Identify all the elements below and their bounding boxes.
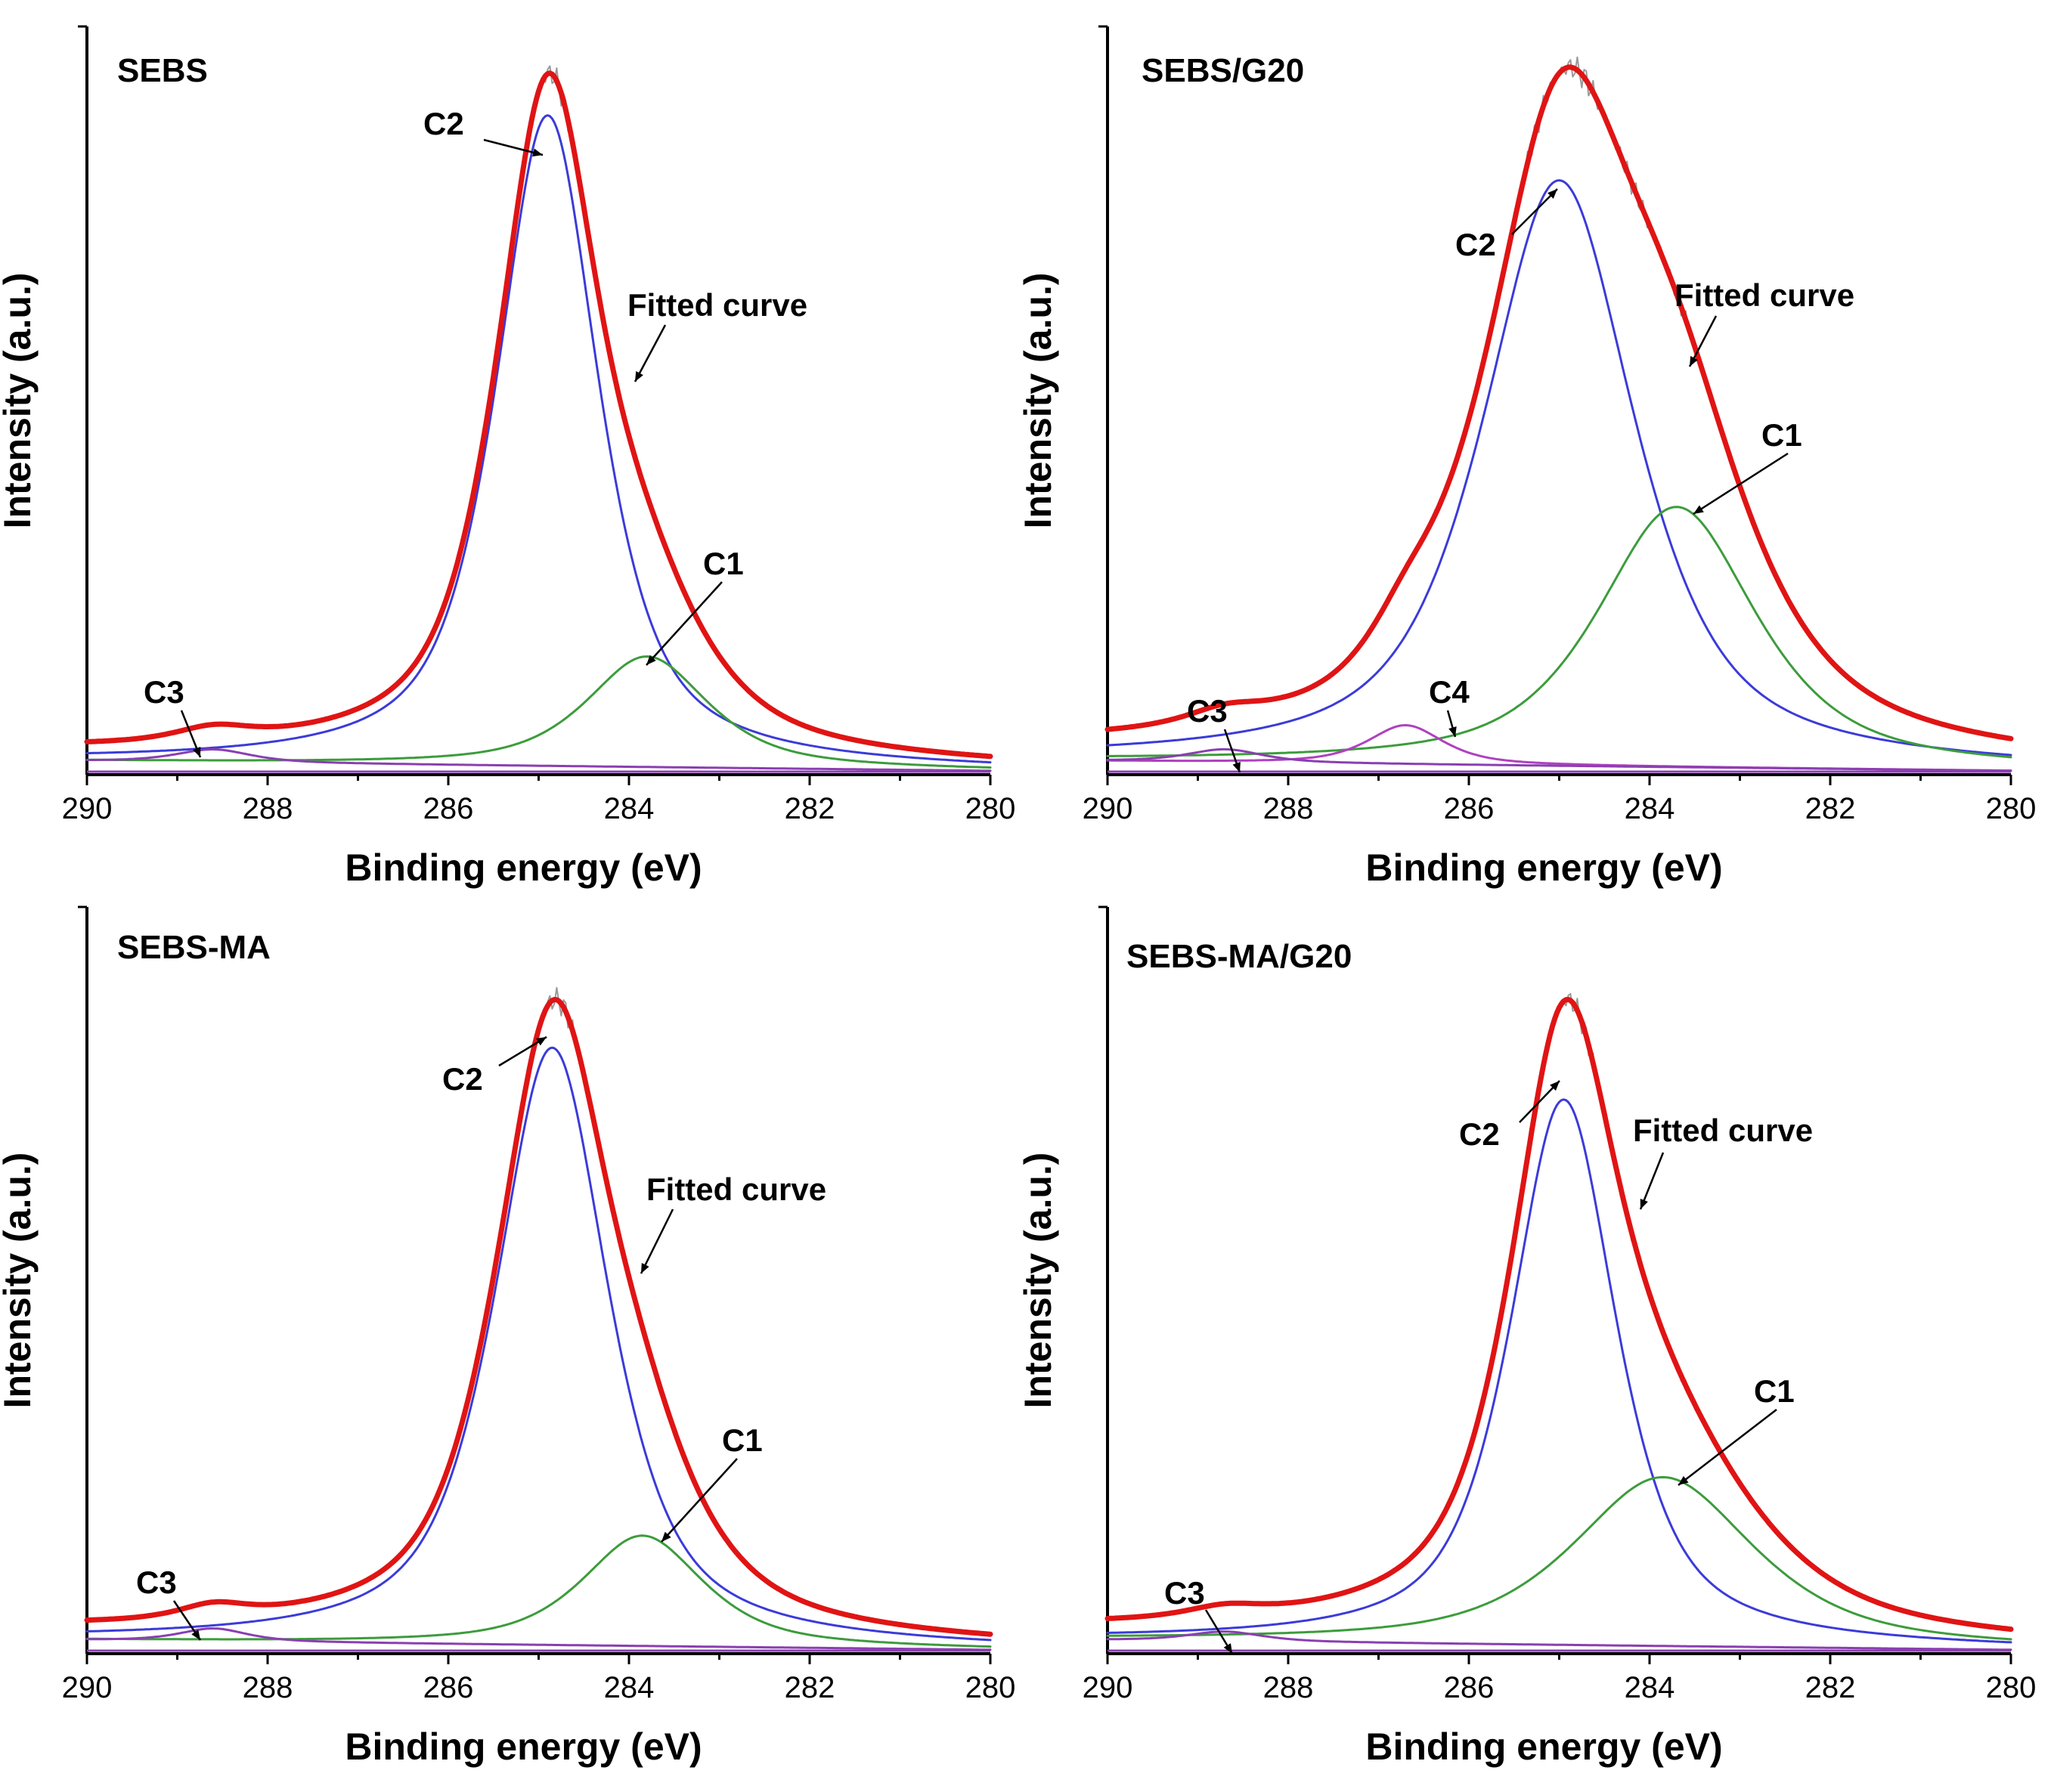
x-axis-title: Binding energy (eV) [1365,846,1722,889]
annotation-label: C1 [1761,417,1802,453]
component-c3-line [85,1627,992,1651]
annotation-label: C2 [1459,1116,1500,1152]
component-c2-line [85,1046,992,1642]
x-tick-label: 280 [1986,792,2037,825]
component-c1-line [1106,1476,2012,1641]
panel-title: SEBS-MA [117,929,271,966]
fitted-curve-line [1104,996,2014,1633]
annotation-label: Fitted curve [646,1171,826,1207]
annotation-arrowhead [1448,726,1457,737]
annotation-leader-line [634,324,667,382]
annotation-leader-line [1678,1409,1777,1486]
x-tick-label: 290 [1083,792,1133,825]
panel-title: SEBS-MA/G20 [1126,938,1352,975]
annotation-leader-line [483,138,544,156]
annotation-label: C4 [1429,674,1470,710]
x-tick-label: 286 [423,792,474,825]
annotation-leader-line [640,1209,674,1274]
panel-title: SEBS [117,52,208,89]
annotation-label: Fitted curve [1633,1113,1813,1148]
annotation-arrowhead [661,1531,671,1542]
xps-panel-2: 290 288 286 284 282 280 Binding energy (eV) Int… [1017,25,2037,889]
annotation-label: Fitted curve [627,287,807,323]
x-tick-label: 288 [243,1671,293,1704]
annotation-label: C1 [722,1422,763,1458]
x-tick-label: 290 [1083,1671,1133,1704]
annotation-label: C3 [1187,693,1228,729]
xps-panel-3: 290 288 286 284 282 280 Binding energy (eV) Int… [0,905,1016,1768]
y-axis-title: Intensity (a.u.) [1017,273,1059,529]
x-tick-label: 280 [965,792,1016,825]
annotation-arrowhead [191,1630,200,1640]
x-tick-label: 286 [1444,1671,1495,1704]
x-tick-label: 282 [1805,792,1856,825]
annotation-label: C2 [423,106,464,141]
annotation-arrowhead [193,747,201,757]
x-tick-label: 284 [1625,1671,1675,1704]
annotation-label: C2 [1455,227,1496,262]
annotation-label: Fitted curve [1674,277,1854,313]
annotation-leader-line [1511,188,1558,235]
annotation-arrowhead [641,1263,649,1274]
component-c2-line [1106,179,2012,757]
x-tick-label: 290 [62,1671,113,1704]
component-c3-line [1106,1630,2012,1651]
x-tick-label: 284 [1625,792,1675,825]
x-axis-title: Binding energy (eV) [345,846,702,889]
annotation-arrowhead [1232,762,1241,772]
x-tick-label: 280 [1986,1671,2037,1704]
x-axis-title: Binding energy (eV) [1365,1725,1722,1768]
fitted-curve-line [84,70,993,760]
x-tick-label: 288 [1263,1671,1314,1704]
xps-panel-4: 290 288 286 284 282 280 Binding energy (eV) Int… [1017,905,2037,1768]
x-tick-label: 286 [1444,792,1495,825]
annotation-arrowhead [1690,356,1698,367]
annotation-arrowhead [1547,189,1557,199]
x-tick-label: 290 [62,792,113,825]
annotation-arrowhead [1550,1081,1560,1091]
component-c3-line [1106,747,2012,772]
annotation-leader-line [1693,452,1789,515]
annotation-label: C1 [1754,1373,1795,1409]
x-tick-label: 284 [604,792,655,825]
fitted-curve-line [84,997,993,1637]
x-tick-label: 280 [965,1671,1016,1704]
annotation-arrowhead [635,371,643,382]
annotation-arrowhead [646,655,656,665]
component-c1-line [85,655,992,769]
annotation-arrowhead [532,148,543,157]
component-c2-line [85,114,992,764]
annotation-label: C3 [1164,1575,1205,1611]
annotation-leader-line [1639,1152,1665,1210]
x-axis-title: Binding energy (eV) [345,1725,702,1768]
annotation-leader-line [646,581,723,666]
annotation-label: C2 [442,1061,483,1097]
annotation-arrowhead [1640,1199,1648,1209]
fitted-curve-line [1104,64,2014,741]
component-c3-line [85,748,992,772]
annotation-arrowhead [536,1037,547,1046]
x-tick-label: 286 [423,1671,474,1704]
y-axis-title: Intensity (a.u.) [1017,1153,1059,1409]
xps-panel-1: 290 288 286 284 282 280 Binding energy (eV) Int… [0,25,1016,889]
annotation-leader-line [661,1458,738,1543]
y-axis-title: Intensity (a.u.) [0,273,39,529]
x-tick-label: 288 [1263,792,1314,825]
y-axis-title: Intensity (a.u.) [0,1153,39,1409]
component-c2-line [1106,1098,2012,1644]
annotation-label: C3 [136,1565,177,1600]
annotation-arrowhead [1693,505,1704,514]
component-c1-line [85,1534,992,1648]
panel-title: SEBS/G20 [1142,52,1304,89]
annotation-label: C1 [703,546,744,581]
x-tick-label: 288 [243,792,293,825]
x-tick-label: 282 [1805,1671,1856,1704]
annotation-arrowhead [1678,1475,1689,1485]
annotation-label: C3 [144,674,184,710]
x-tick-label: 284 [604,1671,655,1704]
x-tick-label: 282 [785,792,835,825]
annotation-arrowhead [1223,1643,1232,1654]
x-tick-label: 282 [785,1671,835,1704]
